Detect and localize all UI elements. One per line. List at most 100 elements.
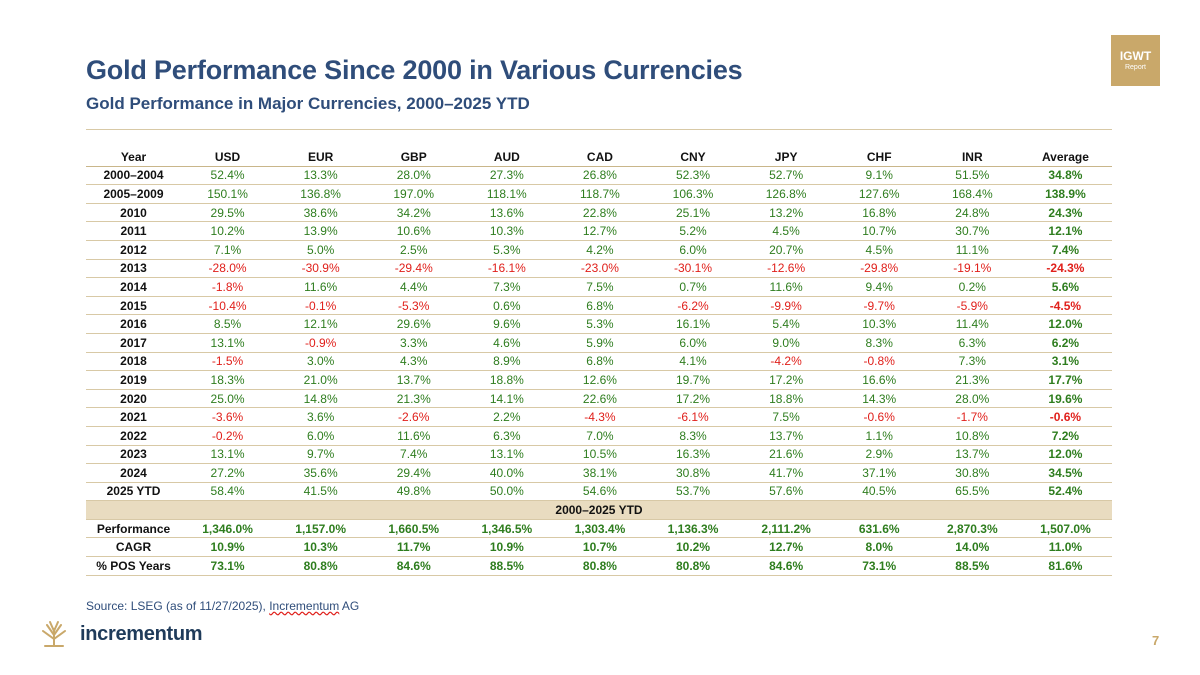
- table-cell: 4.4%: [367, 277, 461, 297]
- table-cell: -30.1%: [646, 259, 740, 279]
- table-cell: 27.2%: [181, 463, 275, 483]
- table-cell: -29.4%: [367, 259, 461, 279]
- table-cell: 14.3%: [832, 389, 926, 409]
- row-label: 2016: [86, 314, 181, 334]
- table-cell: 1,507.0%: [1018, 519, 1112, 539]
- table-cell: -0.8%: [832, 352, 926, 372]
- table-cell: 19.7%: [646, 370, 740, 390]
- table-cell: 7.4%: [367, 445, 461, 465]
- table-cell: -19.1%: [925, 259, 1019, 279]
- table-cell: 6.3%: [460, 426, 554, 446]
- table-row: CAGR 10.9% 10.3% 11.7% 10.9% 10.7% 10.2% 12.7% 8…: [86, 537, 1112, 558]
- table-cell: 17.2%: [646, 389, 740, 409]
- table-cell: -0.9%: [274, 333, 368, 353]
- table-cell: 8.9%: [460, 352, 554, 372]
- table-cell: 2,870.3%: [925, 519, 1019, 539]
- table-cell: 7.3%: [460, 277, 554, 297]
- column-header: EUR: [274, 148, 368, 167]
- table-cell: -16.1%: [460, 259, 554, 279]
- page-number: 7: [1152, 633, 1160, 648]
- table-cell: 1,346.5%: [460, 519, 554, 539]
- table-cell: 8.3%: [646, 426, 740, 446]
- table-cell: -6.2%: [646, 296, 740, 316]
- table-cell: 6.0%: [274, 426, 368, 446]
- table-cell: 11.7%: [367, 537, 461, 558]
- table-cell: 12.0%: [1018, 314, 1112, 334]
- table-cell: 14.1%: [460, 389, 554, 409]
- table-cell: 7.1%: [181, 240, 275, 260]
- table-cell: 4.5%: [832, 240, 926, 260]
- table-cell: 7.0%: [553, 426, 647, 446]
- column-header: USD: [181, 148, 275, 167]
- table-cell: 0.7%: [646, 277, 740, 297]
- table-cell: 8.5%: [181, 314, 275, 334]
- table-cell: -1.7%: [925, 407, 1019, 427]
- header-row: Year USD EUR GBP AUD CAD CNY JPY CHF INR Average: [86, 148, 1112, 167]
- table-cell: -9.9%: [739, 296, 833, 316]
- table-cell: 88.5%: [460, 556, 554, 576]
- column-header: CHF: [832, 148, 926, 167]
- table-cell: 10.2%: [646, 537, 740, 558]
- table-cell: 38.6%: [274, 203, 368, 223]
- row-label: 2017: [86, 333, 181, 353]
- table-header: Year USD EUR GBP AUD CAD CNY JPY CHF INR Average: [86, 148, 1112, 167]
- table-cell: 1,303.4%: [553, 519, 647, 539]
- table-cell: 21.0%: [274, 370, 368, 390]
- table-cell: 29.4%: [367, 463, 461, 483]
- table-row: 2000–2004 52.4% 13.3% 28.0% 27.3% 26.8% 52.3% 5…: [86, 166, 1112, 186]
- table-cell: 81.6%: [1018, 556, 1112, 576]
- table-cell: 6.0%: [646, 240, 740, 260]
- table-cell: 53.7%: [646, 482, 740, 502]
- row-label: 2014: [86, 277, 181, 297]
- table-row: 2023 13.1% 9.7% 7.4% 13.1% 10.5% 16.3% 21.6% 2.9…: [86, 445, 1112, 465]
- table-cell: -28.0%: [181, 259, 275, 279]
- source-suffix: AG: [339, 599, 360, 613]
- table-cell: 7.2%: [1018, 426, 1112, 446]
- table-row: 2024 27.2% 35.6% 29.4% 40.0% 38.1% 30.8% 41.7% 3…: [86, 463, 1112, 483]
- table-cell: 12.7%: [553, 221, 647, 241]
- table-cell: 1,136.3%: [646, 519, 740, 539]
- row-label: 2015: [86, 296, 181, 316]
- table-cell: 10.9%: [460, 537, 554, 558]
- source-link[interactable]: Incrementum: [269, 599, 340, 613]
- column-header: Average: [1018, 148, 1112, 167]
- table-cell: -4.3%: [553, 407, 647, 427]
- column-header: AUD: [460, 148, 554, 167]
- table-cell: 18.3%: [181, 370, 275, 390]
- table-cell: 84.6%: [739, 556, 833, 576]
- page-title: Gold Performance Since 2000 in Various C…: [86, 55, 743, 85]
- table-cell: -30.9%: [274, 259, 368, 279]
- table-cell: 7.4%: [1018, 240, 1112, 260]
- igwt-report-badge: IGWT Report: [1111, 35, 1160, 86]
- table-cell: 13.1%: [460, 445, 554, 465]
- table-cell: 4.6%: [460, 333, 554, 353]
- table-cell: 26.8%: [553, 166, 647, 186]
- table-cell: 5.2%: [646, 221, 740, 241]
- table-cell: 80.8%: [646, 556, 740, 576]
- table-cell: 24.8%: [925, 203, 1019, 223]
- table-cell: 80.8%: [553, 556, 647, 576]
- table-cell: 6.8%: [553, 296, 647, 316]
- table-cell: -0.6%: [832, 407, 926, 427]
- table-cell: -29.8%: [832, 259, 926, 279]
- table-cell: 19.6%: [1018, 389, 1112, 409]
- table-cell: 4.5%: [739, 221, 833, 241]
- table-cell: 2.9%: [832, 445, 926, 465]
- table-cell: 30.8%: [646, 463, 740, 483]
- table-row: 2011 10.2% 13.9% 10.6% 10.3% 12.7% 5.2% 4.5% 10.…: [86, 221, 1112, 241]
- page-subtitle: Gold Performance in Major Currencies, 20…: [86, 94, 530, 113]
- table-cell: 10.5%: [553, 445, 647, 465]
- table-row: 2005–2009 150.1% 136.8% 197.0% 118.1% 118.7% 1…: [86, 184, 1112, 204]
- table-cell: 51.5%: [925, 166, 1019, 186]
- table-cell: 10.9%: [181, 537, 275, 558]
- column-header: INR: [925, 148, 1019, 167]
- table-row: % POS Years 73.1% 80.8% 84.6% 88.5% 80.8% 80.8…: [86, 556, 1112, 576]
- table-cell: 30.7%: [925, 221, 1019, 241]
- table-cell: 57.6%: [739, 482, 833, 502]
- tree-logo-icon: [42, 621, 66, 647]
- table-cell: 34.5%: [1018, 463, 1112, 483]
- table-cell: 40.0%: [460, 463, 554, 483]
- row-label: 2024: [86, 463, 181, 483]
- source-note: Source: LSEG (as of 11/27/2025), Increme…: [86, 599, 359, 613]
- table-cell: 12.1%: [1018, 221, 1112, 241]
